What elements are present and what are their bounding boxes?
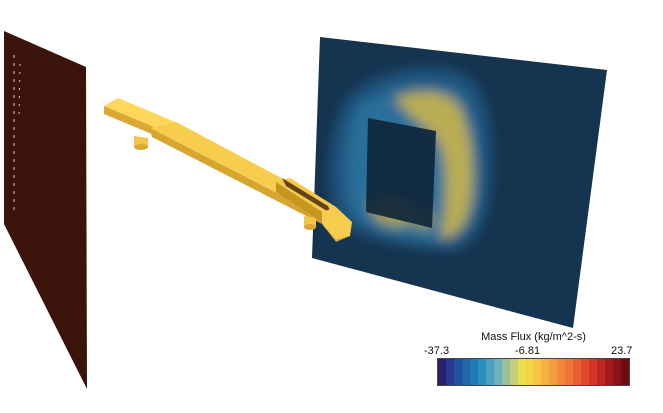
- colorbar-segment: [589, 359, 598, 385]
- extruded-part: [104, 98, 352, 242]
- colorbar-segment: [517, 359, 526, 385]
- legend-mid-label: -6.81: [515, 345, 541, 357]
- colorbar-segment: [469, 359, 478, 385]
- colorbar-segment: [501, 359, 510, 385]
- colorbar-segment: [533, 359, 542, 385]
- colorbar-segment: [605, 359, 613, 385]
- colorbar-segment: [445, 359, 454, 385]
- legend-title: Mass Flux (kg/m^2-s): [481, 331, 586, 343]
- colorbar: [437, 358, 630, 386]
- colorbar-segment: [453, 359, 462, 385]
- colorbar-segment: [557, 359, 566, 385]
- colorbar-segment: [438, 359, 446, 385]
- colorbar-segment: [461, 359, 470, 385]
- legend-max-label: 23.7: [611, 345, 633, 357]
- colorbar-segment: [477, 359, 486, 385]
- colorbar-segment: [549, 359, 558, 385]
- colorbar-segment: [493, 359, 502, 385]
- mass-flux-plane: [312, 37, 607, 328]
- colorbar-segment: [541, 359, 550, 385]
- colorbar-segment: [573, 359, 582, 385]
- colorbar-segment: [620, 359, 629, 385]
- colorbar-segment: [612, 359, 621, 385]
- colorbar-segment: [525, 359, 534, 385]
- legend-min-label: -37.3: [424, 345, 450, 357]
- inlet-plane: [4, 31, 87, 389]
- colorbar-segment: [597, 359, 606, 385]
- colorbar-segment: [565, 359, 574, 385]
- colorbar-segment: [581, 359, 590, 385]
- colorbar-segment: [485, 359, 494, 385]
- colorbar-segment: [509, 359, 518, 385]
